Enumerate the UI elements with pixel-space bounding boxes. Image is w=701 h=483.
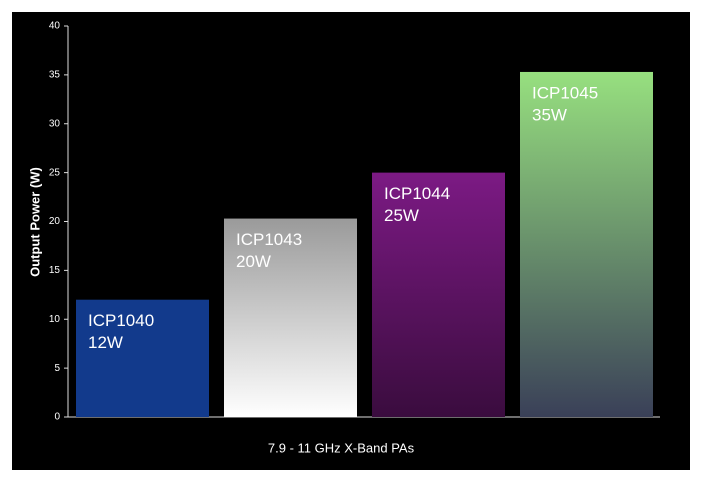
y-tick-label: 20	[49, 216, 61, 227]
x-axis-label: 7.9 - 11 GHz X-Band PAs	[268, 440, 415, 455]
bar-value-label: 12W	[88, 333, 123, 352]
y-tick-label: 30	[49, 118, 61, 129]
y-tick-label: 0	[54, 412, 60, 423]
bar-value-label: 25W	[384, 206, 419, 225]
bar-category-label: ICP1045	[532, 83, 598, 102]
y-tick-label: 40	[49, 21, 61, 32]
y-tick-label: 10	[49, 314, 61, 325]
bar	[520, 71, 653, 417]
bar	[224, 218, 357, 417]
bar-category-label: ICP1044	[384, 184, 450, 203]
y-tick-label: 15	[49, 265, 61, 276]
bar	[372, 172, 505, 417]
y-tick-label: 35	[49, 70, 61, 81]
bar-category-label: ICP1040	[88, 311, 154, 330]
bar	[76, 299, 209, 417]
bar-value-label: 35W	[532, 105, 567, 124]
bar-category-label: ICP1043	[236, 230, 302, 249]
bar-value-label: 20W	[236, 252, 271, 271]
y-axis-label: Output Power (W)	[27, 167, 42, 277]
y-tick-label: 5	[54, 363, 60, 374]
y-tick-label: 25	[49, 167, 61, 178]
